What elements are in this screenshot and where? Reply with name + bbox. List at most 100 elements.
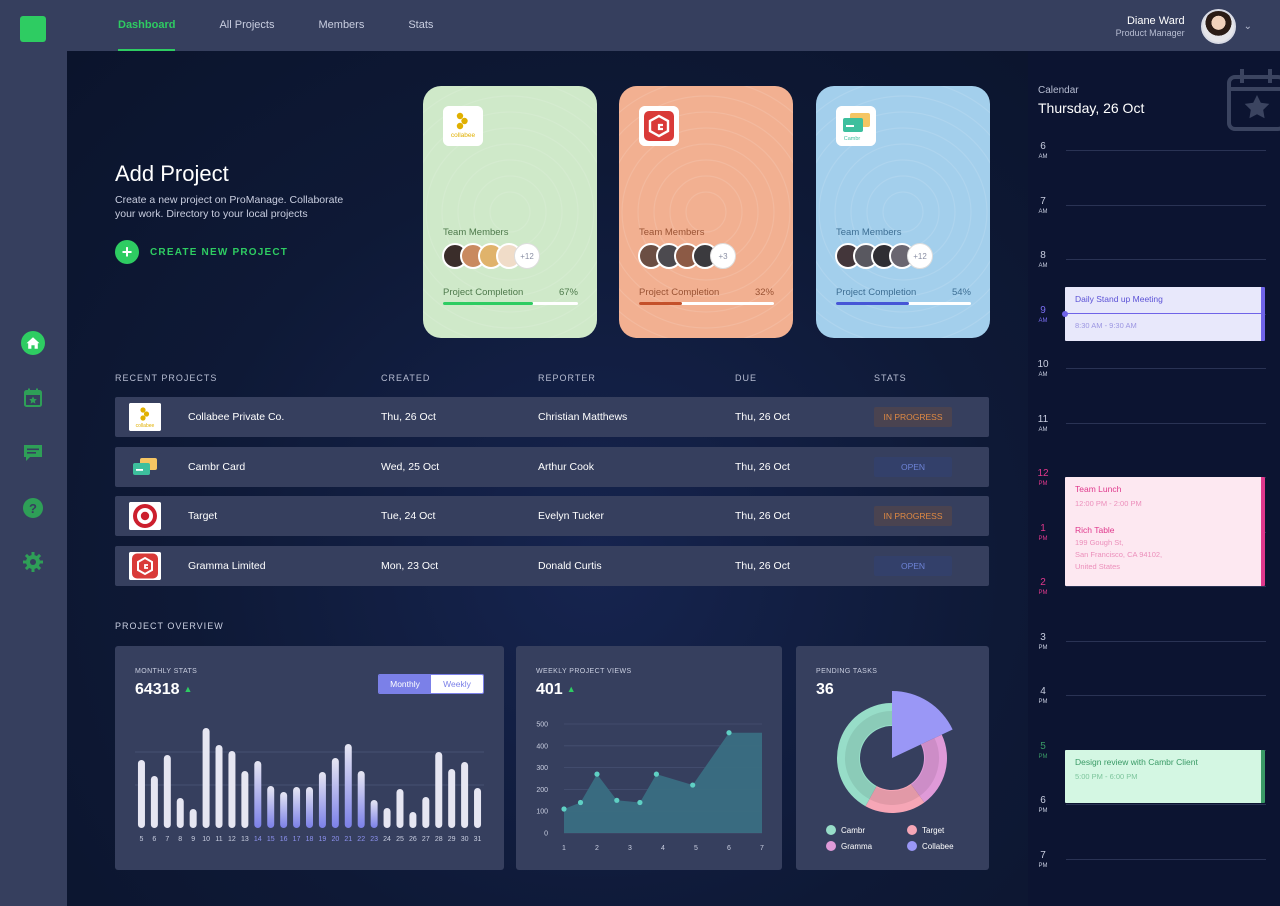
card-pattern-ring: [621, 127, 791, 297]
x-tick-label: 5: [694, 845, 698, 852]
add-project-description: Create a new project on ProManage. Colla…: [115, 194, 344, 220]
x-tick-label: 11: [215, 836, 222, 843]
card-pattern-ring: [882, 191, 924, 233]
hour-meridiem: AM: [1038, 208, 1048, 215]
toggle-weekly[interactable]: Weekly: [431, 675, 483, 693]
user-name: Diane Ward: [1126, 14, 1185, 27]
tab-members[interactable]: Members: [318, 19, 365, 31]
event-title: Team Lunch: [1075, 484, 1122, 494]
hour-divider: [1066, 259, 1266, 260]
cambr-logo-icon: [129, 453, 161, 481]
project-card-cambr[interactable]: Cambr Team Members +12 Project Completio…: [816, 86, 990, 338]
chart-bar: [150, 776, 158, 828]
help-icon[interactable]: ?: [21, 496, 45, 520]
reporter-name: Donald Curtis: [538, 560, 602, 572]
monthly-bar-chart: 5 6 7 8 9 10 11 12 13 14 15 16 17 18 19 20 21 22 23 24 25 26 2…: [135, 728, 484, 843]
table-row[interactable]: Gramma Limited Mon, 23 Oct Donald Curtis…: [115, 546, 989, 586]
data-point: [561, 806, 567, 812]
tab-stats[interactable]: Stats: [408, 19, 434, 31]
calendar-date: Thursday, 26 Oct: [1038, 100, 1145, 116]
event-address-line: 199 Gough St,: [1075, 538, 1124, 547]
hour-meridiem: AM: [1038, 263, 1048, 269]
card-pattern-ring: [685, 191, 727, 233]
hour-label: 4 PM: [1034, 686, 1052, 706]
tab-all-projects[interactable]: All Projects: [219, 19, 275, 31]
x-tick-label: 13: [241, 836, 249, 843]
hour-number: 12: [1037, 468, 1049, 479]
hour-meridiem: AM: [1038, 317, 1048, 324]
table-row[interactable]: collabee Collabee Private Co. Thu, 26 Oc…: [115, 397, 989, 437]
pie-slice: [865, 783, 925, 813]
hour-label: 6 PM: [1034, 795, 1052, 815]
weekly-views-value: 401: [536, 681, 563, 698]
x-tick-label: 7: [760, 845, 764, 852]
card-pattern-ring: [441, 143, 579, 281]
toggle-monthly[interactable]: Monthly: [379, 675, 431, 693]
event-team-lunch[interactable]: Team Lunch 12:00 PM - 2:00 PM Rich Table…: [1065, 477, 1265, 586]
hour-meridiem: PM: [1038, 481, 1048, 487]
project-card-collabee[interactable]: collabee Team Members +12 Project Comple…: [423, 86, 597, 338]
hour-meridiem: PM: [1038, 535, 1048, 542]
chart-bar: [396, 789, 404, 828]
reporter-name: Christian Matthews: [538, 411, 628, 423]
project-card-gramma[interactable]: Team Members +3 Project Completion 32%: [619, 86, 793, 338]
hour-meridiem: PM: [1038, 862, 1048, 869]
more-members-count[interactable]: +3: [710, 243, 736, 269]
period-toggle[interactable]: Monthly Weekly: [378, 674, 484, 694]
more-members-count[interactable]: +12: [907, 243, 933, 269]
hour-meridiem: PM: [1038, 590, 1048, 596]
chart-bar: [241, 771, 249, 828]
y-tick-label: 100: [536, 809, 548, 816]
chart-bar: [163, 755, 171, 828]
chevron-down-icon[interactable]: ⌄: [1243, 20, 1252, 32]
y-tick-label: 0: [544, 831, 548, 838]
settings-icon[interactable]: [21, 550, 45, 574]
table-row[interactable]: Target Tue, 24 Oct Evelyn Tucker Thu, 26…: [115, 496, 989, 536]
card-pattern-ring: [425, 127, 595, 297]
user-menu[interactable]: Diane Ward Product Manager ⌄: [1116, 8, 1252, 44]
project-name: Gramma Limited: [188, 560, 266, 572]
x-tick-label: 24: [383, 836, 391, 843]
col-created: CREATED: [381, 373, 431, 383]
x-tick-label: 9: [191, 836, 195, 843]
create-project-button[interactable]: + CREATE NEW PROJECT: [115, 240, 288, 264]
calendar-icon[interactable]: [21, 386, 45, 410]
tab-dashboard[interactable]: Dashboard: [118, 0, 176, 51]
event-standup[interactable]: Daily Stand up Meeting 8:30 AM - 9:30 AM: [1062, 287, 1265, 341]
x-tick-label: 31: [474, 836, 482, 843]
chat-icon[interactable]: [21, 441, 45, 465]
target-logo-icon: [129, 502, 161, 530]
event-design-review[interactable]: Design review with Cambr Client 5:00 PM …: [1065, 750, 1265, 803]
home-icon[interactable]: [21, 331, 45, 355]
avatar[interactable]: [1200, 8, 1236, 44]
legend-label: Gramma: [841, 842, 873, 851]
card-pattern-ring: [619, 95, 793, 329]
table-row[interactable]: Cambr Card Wed, 25 Oct Arthur Cook Thu, …: [115, 447, 989, 487]
hour-number: 11: [1037, 413, 1049, 425]
hour-label: 2 PM: [1034, 577, 1052, 597]
svg-text:collabee: collabee: [136, 423, 155, 429]
project-overview-title: PROJECT OVERVIEW: [115, 621, 224, 631]
x-tick-label: 12: [228, 836, 236, 843]
event-place: Rich Table: [1075, 525, 1115, 535]
hour-label: 3 PM: [1034, 632, 1052, 652]
hour-divider: [1066, 640, 1266, 642]
more-members-count[interactable]: +12: [514, 243, 540, 269]
x-tick-label: 7: [165, 836, 169, 843]
add-project-title: Add Project: [115, 161, 229, 186]
hour-number: 10: [1037, 359, 1049, 370]
hour-number: 6: [1040, 141, 1046, 152]
hour-label: 5 PM: [1034, 741, 1052, 761]
app-logo[interactable]: [20, 16, 46, 42]
monthly-stats-label: MONTHLY STATS: [135, 668, 198, 675]
status-badge: OPEN: [874, 457, 952, 477]
cambr-logo-icon: Cambr: [836, 106, 876, 146]
collabee-logo-icon: collabee: [443, 106, 483, 146]
pie-slice: [837, 703, 892, 807]
chart-bar: [370, 800, 378, 828]
pie-slice-shade: [911, 737, 939, 797]
x-tick-label: 15: [267, 836, 275, 843]
hour-divider: [1066, 204, 1266, 206]
pending-tasks-value: 36: [816, 681, 834, 698]
weekly-area-chart: 0 100 200 300 400 500 1 2 3 4 5 6 7: [536, 722, 764, 853]
